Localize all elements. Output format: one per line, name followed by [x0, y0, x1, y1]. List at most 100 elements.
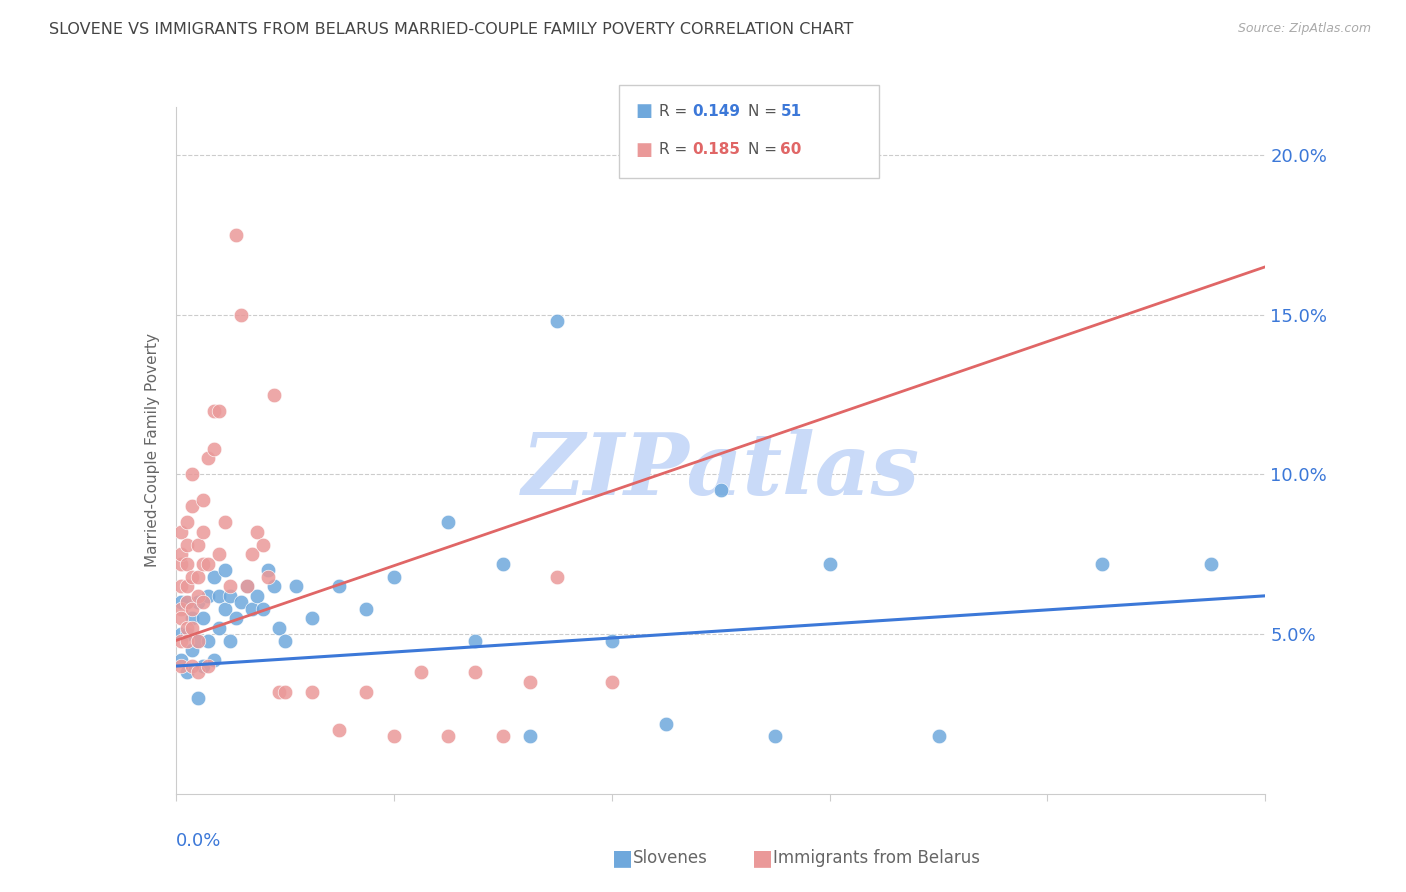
Point — [170, 659, 193, 673]
Point — [202, 442, 225, 456]
Y-axis label: Married-Couple Family Poverty: Married-Couple Family Poverty — [145, 334, 160, 567]
Point — [176, 621, 198, 635]
Point — [176, 627, 198, 641]
Point — [274, 633, 297, 648]
Point — [710, 483, 733, 498]
Point — [546, 314, 568, 328]
Point — [186, 633, 209, 648]
Point — [186, 633, 209, 648]
Point — [186, 589, 209, 603]
Point — [519, 675, 541, 690]
Point — [176, 516, 198, 530]
Point — [546, 569, 568, 583]
Point — [176, 538, 198, 552]
Text: ■: ■ — [636, 141, 652, 159]
Point — [197, 633, 219, 648]
Point — [186, 665, 209, 680]
Point — [240, 601, 263, 615]
Point — [170, 557, 193, 571]
Point — [1199, 557, 1222, 571]
Point — [191, 611, 214, 625]
Point — [170, 601, 193, 615]
Point — [492, 557, 515, 571]
Point — [257, 563, 280, 577]
Point — [219, 579, 242, 593]
Point — [263, 579, 285, 593]
Point — [219, 589, 242, 603]
Point — [274, 684, 297, 698]
Point — [214, 516, 236, 530]
Point — [492, 730, 515, 744]
Point — [246, 524, 269, 539]
Point — [301, 611, 323, 625]
Point — [197, 451, 219, 466]
Point — [269, 621, 291, 635]
Text: 51: 51 — [780, 104, 801, 119]
Point — [225, 611, 247, 625]
Point — [235, 579, 257, 593]
Point — [170, 579, 193, 593]
Text: 0.0%: 0.0% — [176, 831, 221, 850]
Point — [240, 547, 263, 561]
Point — [600, 675, 623, 690]
Point — [208, 621, 231, 635]
Point — [437, 730, 460, 744]
Point — [225, 227, 247, 242]
Text: N =: N = — [748, 104, 782, 119]
Point — [328, 723, 350, 737]
Point — [208, 589, 231, 603]
Text: Slovenes: Slovenes — [633, 849, 707, 867]
Point — [181, 569, 204, 583]
Point — [181, 621, 204, 635]
Point — [181, 601, 204, 615]
Point — [519, 730, 541, 744]
Point — [186, 538, 209, 552]
Point — [170, 524, 193, 539]
Point — [409, 665, 432, 680]
Text: ■: ■ — [752, 848, 773, 868]
Point — [356, 601, 378, 615]
Text: N =: N = — [748, 143, 782, 157]
Point — [170, 653, 193, 667]
Point — [257, 569, 280, 583]
Text: R =: R = — [659, 143, 693, 157]
Text: 60: 60 — [780, 143, 801, 157]
Point — [170, 627, 193, 641]
Point — [186, 569, 209, 583]
Point — [219, 633, 242, 648]
Point — [202, 403, 225, 417]
Point — [176, 665, 198, 680]
Point — [170, 595, 193, 609]
Point — [437, 516, 460, 530]
Point — [214, 563, 236, 577]
Point — [214, 601, 236, 615]
Point — [301, 684, 323, 698]
Point — [186, 595, 209, 609]
Point — [263, 387, 285, 401]
Point — [235, 579, 257, 593]
Point — [252, 601, 274, 615]
Point — [763, 730, 786, 744]
Text: ■: ■ — [636, 103, 652, 120]
Point — [202, 569, 225, 583]
Text: R =: R = — [659, 104, 693, 119]
Point — [208, 403, 231, 417]
Point — [252, 538, 274, 552]
Point — [181, 643, 204, 657]
Point — [328, 579, 350, 593]
Point — [181, 611, 204, 625]
Point — [1091, 557, 1114, 571]
Text: ■: ■ — [612, 848, 633, 868]
Point — [284, 579, 307, 593]
Point — [191, 493, 214, 508]
Point — [202, 653, 225, 667]
Text: 0.185: 0.185 — [692, 143, 740, 157]
Point — [191, 524, 214, 539]
Point — [382, 730, 405, 744]
Point — [176, 557, 198, 571]
Point — [208, 547, 231, 561]
Point — [655, 716, 678, 731]
Point — [181, 467, 204, 482]
Point — [170, 611, 193, 625]
Point — [818, 557, 841, 571]
